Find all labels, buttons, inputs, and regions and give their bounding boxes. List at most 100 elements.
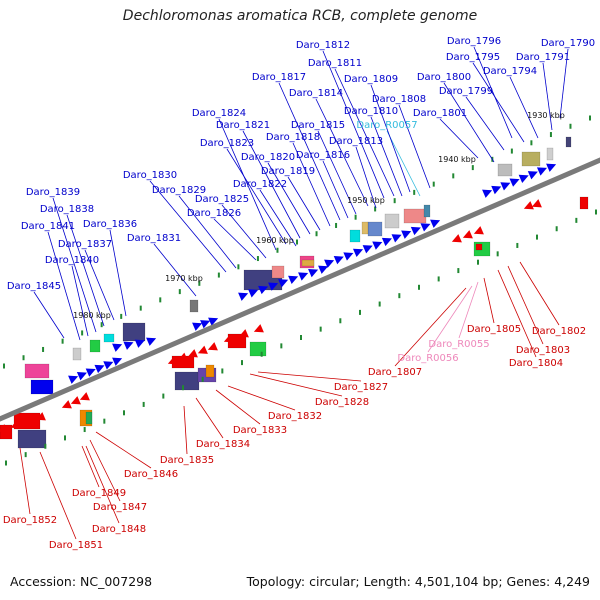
- scale-ticks: 1930 kbp 1940 kbp 1950 kbp 1960 kbp 1970 kbp…: [73, 111, 565, 320]
- forward-gene-arrow: [391, 234, 402, 243]
- forward-gene-arrow: [112, 357, 123, 366]
- feature-block-21: [30, 379, 54, 395]
- gene-label-daro-1808: Daro_1808: [372, 94, 426, 105]
- feature-block-12: [301, 259, 315, 267]
- gene-label-daro-1821: Daro_1821: [216, 120, 270, 131]
- gene-label-daro-1805: Daro_1805: [467, 324, 521, 335]
- tick-dot: [300, 335, 302, 340]
- forward-gene-arrow: [208, 317, 219, 326]
- scale-tick-1950-kbp: 1950 kbp: [347, 196, 385, 205]
- gene-label-daro-1822: Daro_1822: [233, 179, 287, 190]
- leader-daro-1823: [226, 148, 287, 245]
- forward-gene-arrow: [546, 163, 557, 172]
- leader-daro-1835: [183, 405, 188, 455]
- feature-block-9: [361, 221, 369, 235]
- tick-dot: [256, 256, 259, 262]
- forward-gene-arrow: [420, 223, 431, 232]
- tick-dot: [555, 226, 558, 232]
- tick-dot: [22, 355, 25, 361]
- gene-label-daro-1817: Daro_1817: [252, 72, 306, 83]
- gene-label-daro-r0057: Daro_R0057: [356, 120, 417, 131]
- tick-dot: [374, 206, 377, 212]
- leader-daro-1838: [66, 214, 105, 327]
- tick-dot: [201, 376, 204, 382]
- gene-label-daro-1847: Daro_1847: [93, 502, 147, 513]
- scale-tick-1940-kbp: 1940 kbp: [438, 155, 476, 164]
- feature-block-4: [565, 136, 572, 148]
- forward-gene-arrow: [278, 279, 289, 288]
- gene-label-daro-1852: Daro_1852: [3, 515, 57, 526]
- feature-block-3: [546, 147, 554, 161]
- reverse-gene-arrow: [61, 400, 72, 409]
- leader-daro-1807: [394, 287, 467, 367]
- reverse-gene-arrow: [23, 416, 34, 425]
- tick-dot: [276, 247, 279, 253]
- feature-block-19: [72, 347, 82, 361]
- feature-block-31: [17, 429, 47, 449]
- leader-daro-1851: [39, 451, 77, 540]
- tick-dot: [354, 214, 357, 220]
- gene-label-daro-1802: Daro_1802: [532, 326, 586, 337]
- genome-backbone: [0, 157, 600, 422]
- tick-dot: [61, 338, 64, 344]
- leader-daro-r0056: [427, 285, 473, 353]
- gene-label-daro-1809: Daro_1809: [344, 74, 398, 85]
- map-title: Dechloromonas aromatica RCB, complete ge…: [122, 8, 478, 24]
- leader-daro-1808: [398, 104, 431, 189]
- leader-daro-1796: [473, 46, 513, 139]
- tick-dot: [182, 385, 184, 391]
- tick-dot: [413, 189, 416, 195]
- tick-dot: [221, 368, 224, 374]
- tick-dot: [335, 222, 338, 228]
- gene-label-daro-1803: Daro_1803: [516, 345, 570, 356]
- forward-gene-arrow: [500, 182, 511, 191]
- leader-daro-1847: [89, 439, 121, 502]
- leader-daro-1815: [317, 130, 357, 215]
- leader-daro-1830: [149, 180, 227, 273]
- reverse-gene-arrow: [531, 199, 542, 208]
- gene-label-daro-1837: Daro_1837: [58, 239, 112, 250]
- forward-gene-arrow: [76, 372, 87, 381]
- forward-gene-arrow: [372, 241, 383, 250]
- forward-gene-arrow: [362, 245, 373, 254]
- reverse-gene-arrow: [187, 349, 198, 358]
- tick-dot: [516, 242, 519, 248]
- gene-label-daro-1807: Daro_1807: [368, 367, 422, 378]
- tick-dot: [315, 231, 318, 237]
- tick-dot: [452, 173, 455, 179]
- leader-daro-1841: [47, 231, 81, 341]
- tick-dot: [100, 322, 103, 328]
- feature-block-6: [384, 213, 400, 229]
- feature-block-5: [403, 208, 427, 224]
- feature-block-1: [521, 151, 541, 167]
- forward-gene-arrow: [324, 259, 335, 268]
- forward-gene-arrow: [381, 237, 392, 247]
- tick-dot: [477, 259, 479, 265]
- gene-label-daro-1828: Daro_1828: [315, 397, 369, 408]
- forward-gene-arrow: [318, 265, 329, 274]
- tick-dot: [280, 343, 283, 349]
- reverse-gene-arrow: [238, 329, 249, 338]
- feature-block-2: [497, 163, 513, 177]
- gene-label-daro-1801: Daro_1801: [413, 108, 467, 119]
- tick-dot: [198, 280, 201, 286]
- tick-dot: [393, 198, 396, 204]
- feature-block-20: [24, 363, 50, 379]
- forward-gene-arrow: [298, 272, 309, 281]
- forward-gene-arrow: [103, 361, 114, 370]
- gene-label-daro-1831: Daro_1831: [127, 233, 181, 244]
- reverse-gene-arrow: [207, 342, 218, 351]
- forward-gene-arrow: [333, 256, 344, 265]
- reverse-gene-arrow: [253, 324, 264, 333]
- tick-dot: [178, 289, 181, 295]
- tick-dot: [437, 276, 440, 282]
- gene-label-daro-1840: Daro_1840: [45, 255, 99, 266]
- leader-daro-1846: [95, 431, 152, 469]
- gene-label-daro-1790: Daro_1790: [541, 38, 595, 49]
- tick-dot: [83, 427, 86, 433]
- leader-daro-1826: [213, 218, 257, 261]
- forward-gene-arrow: [430, 219, 441, 228]
- gene-label-daro-1845: Daro_1845: [7, 281, 61, 292]
- leader-daro-1828: [249, 373, 343, 397]
- leader-daro-1805: [483, 277, 495, 324]
